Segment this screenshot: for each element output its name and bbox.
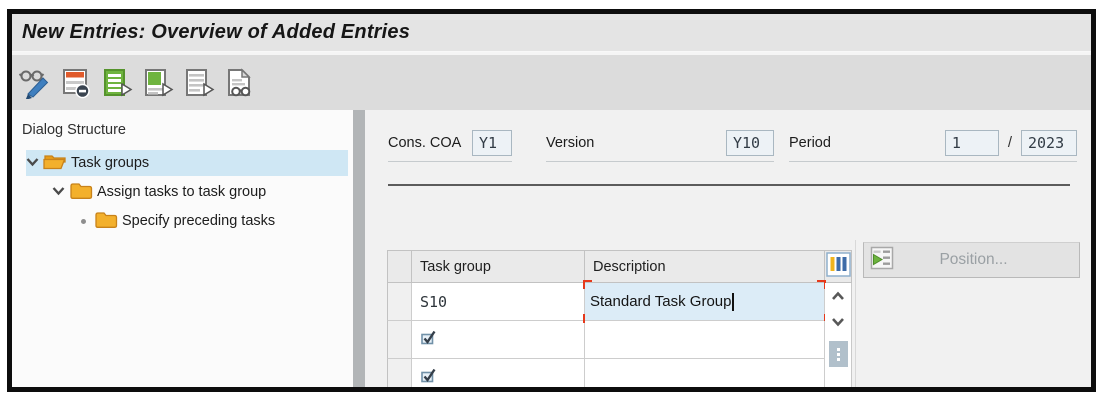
display-mode-button[interactable] <box>223 68 257 104</box>
description-cell[interactable] <box>585 359 825 387</box>
title-separator <box>12 52 1091 55</box>
tree-item-label: Assign tasks to task group <box>97 184 267 200</box>
deselect-all-button[interactable] <box>182 68 216 104</box>
delete-row-icon <box>60 67 92 104</box>
chevron-down-icon[interactable] <box>26 155 39 171</box>
deselect-all-icon <box>183 67 215 104</box>
closed-folder-icon <box>94 210 118 232</box>
page-title: New Entries: Overview of Added Entries <box>22 21 411 43</box>
position-arrow-icon <box>870 246 894 275</box>
scroll-up-icon[interactable] <box>825 283 852 309</box>
task-group-table: Task group Description <box>387 250 852 387</box>
task-group-cell[interactable]: S10 <box>412 283 585 321</box>
version-field-group: Version Y10 <box>546 128 774 162</box>
chevron-down-icon[interactable] <box>52 184 65 200</box>
open-folder-icon <box>43 152 67 174</box>
selector-column-header[interactable] <box>387 250 412 283</box>
tree-item-task-groups[interactable]: Task groups <box>26 150 348 176</box>
required-entry-check-icon <box>412 328 437 351</box>
table-settings-icon[interactable] <box>825 252 851 281</box>
version-input[interactable]: Y10 <box>726 129 774 156</box>
dialog-structure-panel: Dialog Structure Task groups <box>12 110 353 387</box>
row-selector-cell[interactable] <box>387 321 412 359</box>
position-button-label: Position... <box>939 251 1008 268</box>
delete-entry-button[interactable] <box>59 68 93 104</box>
period-separator: / <box>1007 134 1012 151</box>
task-group-cell[interactable] <box>412 321 585 359</box>
text-cursor <box>732 292 735 311</box>
tree-item-label: Specify preceding tasks <box>122 213 276 229</box>
table-right-divider <box>855 240 856 387</box>
table-header-row: Task group Description <box>387 250 852 283</box>
description-column-header[interactable]: Description <box>585 250 825 283</box>
period-label: Period <box>789 134 831 151</box>
title-bar: New Entries: Overview of Added Entries <box>12 14 1091 52</box>
select-all-button[interactable] <box>100 68 134 104</box>
table-row[interactable] <box>387 321 852 359</box>
glasses-pencil-icon <box>18 67 51 104</box>
period-input[interactable]: 1 <box>944 129 999 156</box>
application-toolbar <box>12 55 1091 110</box>
required-entry-check-icon <box>412 366 437 387</box>
row-selector-cell[interactable] <box>387 283 412 321</box>
select-all-icon <box>101 67 133 104</box>
sap-window: New Entries: Overview of Added Entries <box>7 9 1096 392</box>
scrollbar-thumb[interactable] <box>828 341 848 367</box>
description-value: Standard Task Group <box>590 293 732 310</box>
version-label: Version <box>546 134 595 151</box>
closed-folder-icon <box>69 181 93 203</box>
section-separator <box>388 184 1070 186</box>
position-button[interactable]: Position... <box>863 242 1080 278</box>
cons-coa-field-group: Cons. COA Y1 <box>388 128 512 162</box>
task-group-value: S10 <box>420 292 448 311</box>
document-glasses-icon <box>224 67 256 104</box>
cons-coa-input[interactable]: Y1 <box>472 129 512 156</box>
main-area: Dialog Structure Task groups <box>12 110 1091 387</box>
description-cell[interactable] <box>585 321 825 359</box>
table-settings-cell[interactable] <box>825 250 852 283</box>
tree-item-label: Task groups <box>71 155 150 171</box>
period-field-group: Period 1 / 2023 <box>789 128 1077 162</box>
selection-corner-icon <box>583 280 592 289</box>
row-selector-cell[interactable] <box>387 359 412 387</box>
cons-coa-label: Cons. COA <box>388 134 462 151</box>
period-year-input[interactable]: 2023 <box>1021 129 1077 156</box>
dialog-structure-title: Dialog Structure <box>22 122 126 138</box>
tree-item-assign-tasks[interactable]: Assign tasks to task group <box>52 179 266 205</box>
bullet-icon <box>81 218 86 224</box>
task-group-cell[interactable] <box>412 359 585 387</box>
table-row[interactable] <box>387 359 852 387</box>
tree-item-specify-preceding[interactable]: Specify preceding tasks <box>78 208 275 234</box>
panel-splitter[interactable] <box>353 110 365 387</box>
select-block-button[interactable] <box>141 68 175 104</box>
detail-panel: Cons. COA Y1 Version Y10 Period 1 / 2023 <box>365 110 1091 387</box>
table-scrollbar[interactable] <box>825 283 852 387</box>
description-cell-active[interactable]: Standard Task Group <box>583 280 826 323</box>
scroll-down-icon[interactable] <box>825 309 852 335</box>
display-change-button[interactable] <box>18 68 52 104</box>
task-group-column-header[interactable]: Task group <box>412 250 585 283</box>
select-block-icon <box>142 67 174 104</box>
table-row[interactable]: S10 Standard Task Group <box>387 280 852 323</box>
